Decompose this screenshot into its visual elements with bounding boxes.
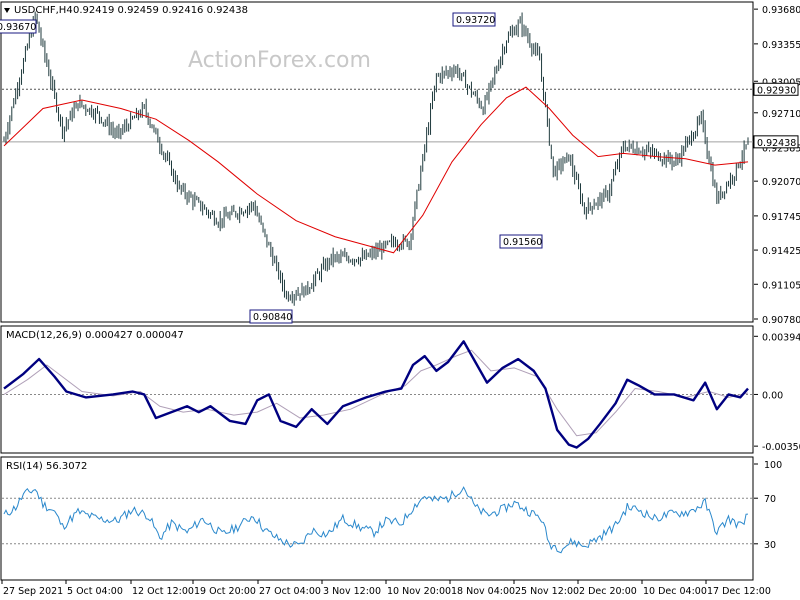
rsi-tick-label: 100 bbox=[764, 460, 782, 471]
price-annotation-box bbox=[249, 309, 293, 324]
price-annotation-box bbox=[499, 234, 543, 249]
price-tick-label: 0.92070 bbox=[762, 177, 800, 188]
rsi-line bbox=[3, 486, 749, 554]
time-tick-label: 10 Dec 04:00 bbox=[643, 586, 707, 597]
price-tick-label: 0.93355 bbox=[762, 40, 800, 51]
macd-tick-label: 0.00 bbox=[762, 390, 783, 401]
time-tick-label: 27 Oct 04:00 bbox=[259, 586, 321, 597]
price-tick-label: 0.92710 bbox=[762, 109, 800, 120]
price-tick-label: 0.92385 bbox=[762, 144, 800, 155]
rsi-tick-label: 30 bbox=[764, 540, 776, 551]
macd-lines bbox=[3, 340, 749, 449]
time-tick-label: 3 Nov 12:00 bbox=[323, 586, 381, 597]
ohlc-readout: 0.92419 0.92459 0.92416 0.92438 bbox=[73, 5, 248, 16]
time-tick-label: 18 Nov 04:00 bbox=[451, 586, 515, 597]
price-tick-label: 0.90780 bbox=[762, 315, 800, 326]
moving-average-line bbox=[3, 86, 749, 254]
time-tick-label: 12 Oct 12:00 bbox=[132, 586, 194, 597]
price-annotation-label: 0.93670 bbox=[0, 22, 36, 33]
time-tick-label: 5 Oct 04:00 bbox=[67, 586, 123, 597]
price-level-label: 0.92438 bbox=[757, 138, 796, 149]
price-tick-label: 0.93680 bbox=[762, 5, 800, 16]
time-tick-label: 25 Nov 12:00 bbox=[515, 586, 579, 597]
price-level-box bbox=[753, 135, 799, 149]
macd-tick-label: 0.003944 bbox=[762, 332, 800, 343]
macd-panel-title: MACD(12,26,9) 0.000427 0.000047 bbox=[6, 330, 184, 341]
price-reference-lines bbox=[2, 88, 753, 143]
rsi-panel-title: RSI(14) 56.3072 bbox=[6, 461, 87, 472]
price-panel-title: USDCHF,H4 bbox=[14, 5, 73, 16]
price-candles bbox=[3, 11, 749, 306]
price-panel-frame bbox=[0, 1, 754, 323]
macd-panel-frame bbox=[0, 325, 754, 454]
time-tick-label: 19 Oct 20:00 bbox=[194, 586, 256, 597]
rsi-tick-label: 70 bbox=[764, 494, 776, 505]
moving-average-line bbox=[3, 86, 749, 254]
price-annotation-label: 0.91560 bbox=[503, 237, 542, 248]
macd-line bbox=[3, 340, 749, 449]
price-annotation-label: 0.93720 bbox=[456, 15, 495, 26]
price-annotation-box bbox=[0, 19, 37, 34]
rsi-line bbox=[3, 486, 749, 554]
price-tick-label: 0.91745 bbox=[762, 212, 800, 223]
price-level-label: 0.92930 bbox=[757, 85, 796, 96]
rsi-panel-frame bbox=[0, 456, 754, 581]
price-level-box bbox=[753, 82, 799, 96]
time-tick-label: 27 Sep 2021 bbox=[3, 586, 63, 597]
signal-line bbox=[3, 349, 749, 437]
price-axis: 0.93680 0.93355 0.93005 0.92710 0.92385 0.920… bbox=[753, 5, 800, 326]
price-tick-label: 0.91425 bbox=[762, 246, 800, 257]
rsi-axis: 100 70 30 bbox=[754, 460, 782, 551]
price-annotation-label: 0.90840 bbox=[253, 312, 292, 323]
time-tick-label: 10 Nov 20:00 bbox=[387, 586, 451, 597]
macd-axis: 0.003944 0.00 -0.003506 bbox=[754, 332, 800, 453]
price-tick-label: 0.93005 bbox=[762, 77, 800, 88]
time-tick-label: 2 Dec 20:00 bbox=[579, 586, 637, 597]
macd-tick-label: -0.003506 bbox=[762, 442, 800, 453]
time-tick-label: 17 Dec 12:00 bbox=[707, 586, 771, 597]
price-annotation-box bbox=[452, 12, 496, 27]
collapse-triangle-icon[interactable] bbox=[4, 8, 10, 13]
price-annotations: 0.93670 0.93720 0.91560 0.90840 bbox=[0, 12, 543, 324]
watermark: ActionForex.com bbox=[188, 48, 371, 73]
time-axis: 27 Sep 2021 5 Oct 04:00 12 Oct 12:00 19 Oct… bbox=[1, 580, 771, 597]
price-tick-label: 0.91105 bbox=[762, 280, 800, 291]
rsi-reference-lines bbox=[2, 497, 753, 545]
